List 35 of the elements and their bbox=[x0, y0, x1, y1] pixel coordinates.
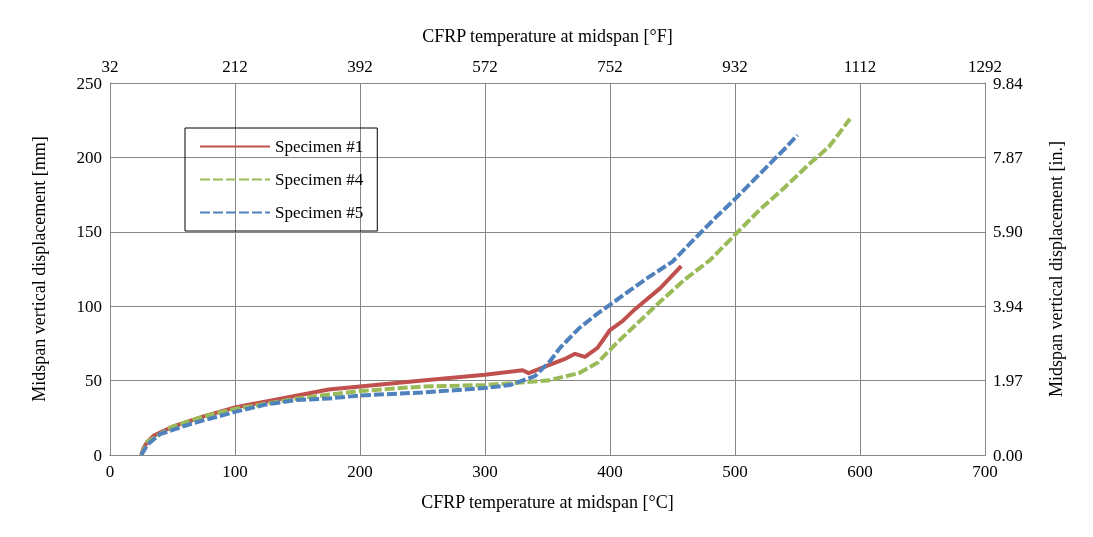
x2-tick-label: 212 bbox=[222, 57, 248, 76]
y2-tick-label: 5.90 bbox=[993, 222, 1023, 242]
x-tick-label: 700 bbox=[972, 462, 998, 481]
x-tick-label: 500 bbox=[722, 462, 748, 481]
legend-label: Specimen #4 bbox=[275, 170, 364, 189]
x-tick-label: 0 bbox=[105, 462, 115, 481]
legend-label: Specimen #5 bbox=[275, 203, 364, 222]
x-axis-title: CFRP temperature at midspan [°C] bbox=[421, 492, 674, 512]
x2-tick-label: 752 bbox=[597, 57, 623, 76]
y-tick-label: 200 bbox=[76, 147, 102, 167]
y2-tick-label: 0.00 bbox=[993, 445, 1023, 465]
y-tick-label: 100 bbox=[76, 296, 102, 316]
x2-tick-label: 32 bbox=[101, 57, 119, 76]
x-tick-label: 600 bbox=[847, 462, 873, 481]
y-tick-label: 0 bbox=[93, 445, 102, 465]
y2-tick-label: 1.97 bbox=[993, 371, 1024, 391]
y-tick-label: 50 bbox=[85, 371, 102, 391]
x2-tick-label: 392 bbox=[347, 57, 373, 76]
y-tick-label: 250 bbox=[76, 73, 102, 93]
legend-label: Specimen #1 bbox=[275, 137, 364, 156]
y2-tick-label: 7.87 bbox=[993, 147, 1024, 167]
x2-tick-label: 1112 bbox=[843, 57, 877, 76]
y-tick-label: 150 bbox=[76, 222, 102, 242]
x-tick-label: 200 bbox=[347, 462, 373, 481]
x-tick-label: 100 bbox=[222, 462, 248, 481]
x-tick-label: 300 bbox=[472, 462, 498, 481]
y2-tick-label: 9.84 bbox=[993, 73, 1024, 93]
y2-tick-label: 3.94 bbox=[993, 296, 1024, 316]
y-axis-title: Midspan vertical displacement [mm] bbox=[29, 136, 49, 402]
y2-axis-title: Midspan vertical displacement [in.] bbox=[1046, 141, 1066, 397]
x2-tick-label: 572 bbox=[472, 57, 498, 76]
x-tick-label: 400 bbox=[597, 462, 623, 481]
x2-tick-label: 932 bbox=[722, 57, 748, 76]
x2-tick-label: 1292 bbox=[968, 57, 1002, 76]
x2-axis-title: CFRP temperature at midspan [°F] bbox=[422, 26, 673, 46]
